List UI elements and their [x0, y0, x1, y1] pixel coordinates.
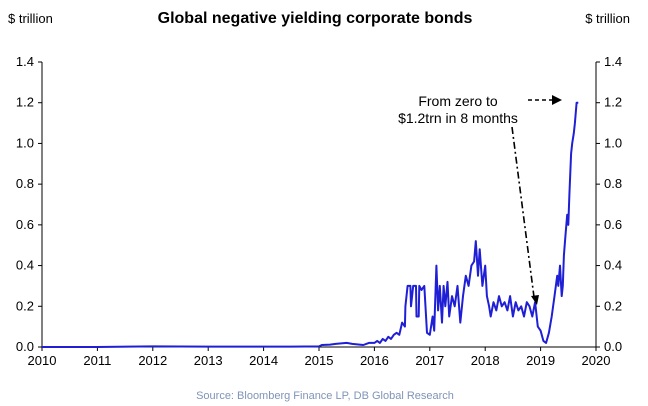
x-tick-label: 2020 — [582, 353, 611, 368]
y-tick-label-right: 0.8 — [604, 176, 622, 191]
source-note: Source: Bloomberg Finance LP, DB Global … — [196, 390, 454, 402]
y-tick-label-right: 0.6 — [604, 217, 622, 232]
y-tick-label-left: 1.4 — [16, 54, 34, 69]
y-tick-label-right: 1.0 — [604, 135, 622, 150]
x-tick-label: 2011 — [83, 353, 111, 368]
y-tick-label-left: 0.4 — [16, 258, 34, 273]
y-tick-label-left: 1.0 — [16, 135, 34, 150]
x-tick-label: 2010 — [28, 353, 57, 368]
x-tick-label: 2019 — [526, 353, 555, 368]
y-tick-label-right: 1.4 — [604, 54, 622, 69]
annotation-line-1: From zero to — [418, 93, 498, 109]
x-tick-label: 2012 — [138, 353, 167, 368]
y-tick-label-right: 0.0 — [604, 339, 622, 354]
x-tick-label: 2014 — [249, 353, 278, 368]
annotation-line-2: $1.2trn in 8 months — [398, 110, 518, 126]
y-tick-label-left: 1.2 — [16, 95, 34, 110]
y-tick-label-left: 0.8 — [16, 176, 34, 191]
x-tick-label: 2015 — [305, 353, 334, 368]
y-tick-label-left: 0.2 — [16, 298, 34, 313]
axes — [41, 62, 597, 348]
x-tick-label: 2017 — [415, 353, 444, 368]
annotation: From zero to $1.2trn in 8 months — [398, 93, 562, 305]
y-axis-unit-left: $ trillion — [8, 11, 53, 26]
y-tick-label-right: 1.2 — [604, 95, 622, 110]
series-line — [42, 101, 579, 348]
x-tick-label: 2018 — [471, 353, 500, 368]
y-tick-label-left: 0.0 — [16, 339, 34, 354]
ticks: 0.0 0.0 0.2 0.2 0.4 0.4 0.6 0.6 0.8 0.8 1.0 1.0 1.2 1… — [16, 54, 622, 368]
series-layer — [42, 101, 579, 348]
annotation-arrowhead-down — [531, 295, 539, 305]
y-tick-label-right: 0.4 — [604, 258, 622, 273]
annotation-arrow-down — [511, 126, 535, 298]
x-tick-label: 2013 — [194, 353, 223, 368]
x-tick-label: 2016 — [360, 353, 389, 368]
annotation-arrowhead-right — [552, 95, 562, 105]
chart-title: Global negative yielding corporate bonds — [158, 10, 473, 27]
y-tick-label-right: 0.2 — [604, 298, 622, 313]
y-axis-unit-right: $ trillion — [585, 11, 630, 26]
y-tick-label-left: 0.6 — [16, 217, 34, 232]
